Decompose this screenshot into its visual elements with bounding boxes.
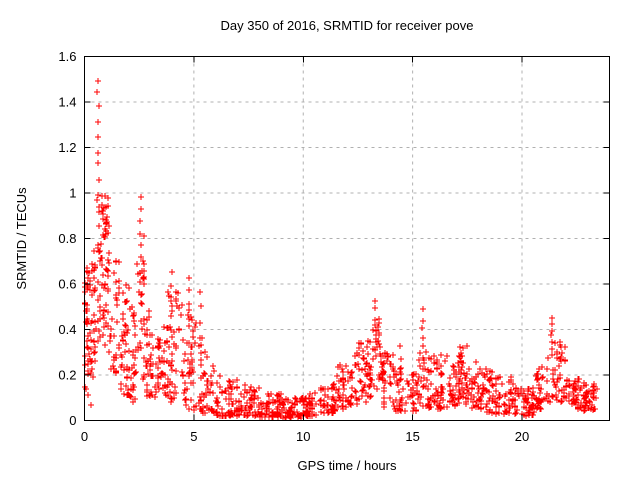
x-tick-label: 15 — [405, 429, 419, 444]
y-tick-label: 0.6 — [58, 277, 76, 292]
x-tick-label: 5 — [190, 429, 197, 444]
y-axis-label: SRMTID / TECUs — [14, 187, 29, 290]
x-axis-label: GPS time / hours — [298, 458, 397, 473]
x-tick-label: 10 — [296, 429, 310, 444]
y-tick-label: 0.2 — [58, 368, 76, 383]
scatter-plus-markers — [82, 78, 600, 421]
x-tick-label: 20 — [515, 429, 529, 444]
y-tick-label: 1.4 — [58, 95, 76, 110]
axis-ticks — [84, 56, 610, 421]
chart-title: Day 350 of 2016, SRMTID for receiver pov… — [221, 18, 474, 33]
y-tick-label: 1 — [69, 186, 76, 201]
x-tick-labels: 0 5 10 15 20 — [81, 429, 529, 444]
y-tick-label: 0.4 — [58, 322, 76, 337]
y-tick-label: 1.6 — [58, 49, 76, 64]
y-tick-label: 0 — [69, 413, 76, 428]
y-tick-label: 0.8 — [58, 231, 76, 246]
data-points-srmtid — [82, 78, 600, 421]
y-tick-labels: 0 0.2 0.4 0.6 0.8 1 1.2 1.4 1.6 — [58, 49, 76, 428]
y-tick-label: 1.2 — [58, 140, 76, 155]
x-tick-label: 0 — [81, 429, 88, 444]
